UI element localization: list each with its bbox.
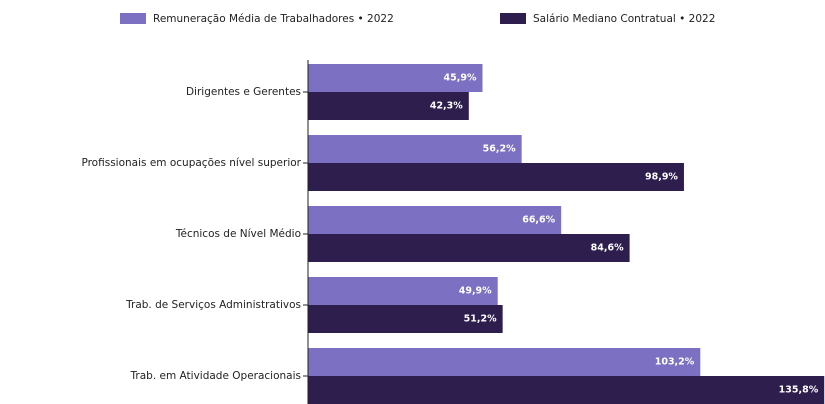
y-tick-label: Técnicos de Nível Médio xyxy=(175,228,301,240)
value-label: 98,9% xyxy=(645,172,678,183)
value-label: 45,9% xyxy=(444,73,477,84)
bar xyxy=(308,135,522,163)
y-tick-label: Profissionais em ocupações nível superio… xyxy=(81,157,301,169)
legend-swatch xyxy=(500,13,526,24)
value-label: 103,2% xyxy=(655,357,695,368)
value-label: 66,6% xyxy=(522,215,555,226)
bar xyxy=(308,277,498,305)
y-tick-label: Trab. de Serviços Administrativos xyxy=(125,299,301,311)
legend-swatch xyxy=(120,13,146,24)
value-label: 135,8% xyxy=(779,385,819,396)
value-label: 42,3% xyxy=(430,101,463,112)
legend-label: Remuneração Média de Trabalhadores • 202… xyxy=(153,13,394,25)
value-label: 51,2% xyxy=(464,314,497,325)
bar xyxy=(308,163,684,191)
bar xyxy=(308,206,562,234)
y-tick-label: Dirigentes e Gerentes xyxy=(186,86,301,98)
bar xyxy=(308,348,701,376)
y-tick-label: Trab. em Atividade Operacionais xyxy=(130,370,301,382)
bar xyxy=(308,92,469,120)
bar xyxy=(308,376,825,404)
bar xyxy=(308,305,503,333)
bar xyxy=(308,64,483,92)
bar xyxy=(308,234,630,262)
value-label: 56,2% xyxy=(483,144,516,155)
value-label: 49,9% xyxy=(459,286,492,297)
legend-label: Salário Mediano Contratual • 2022 xyxy=(533,13,715,25)
value-label: 84,6% xyxy=(591,243,624,254)
